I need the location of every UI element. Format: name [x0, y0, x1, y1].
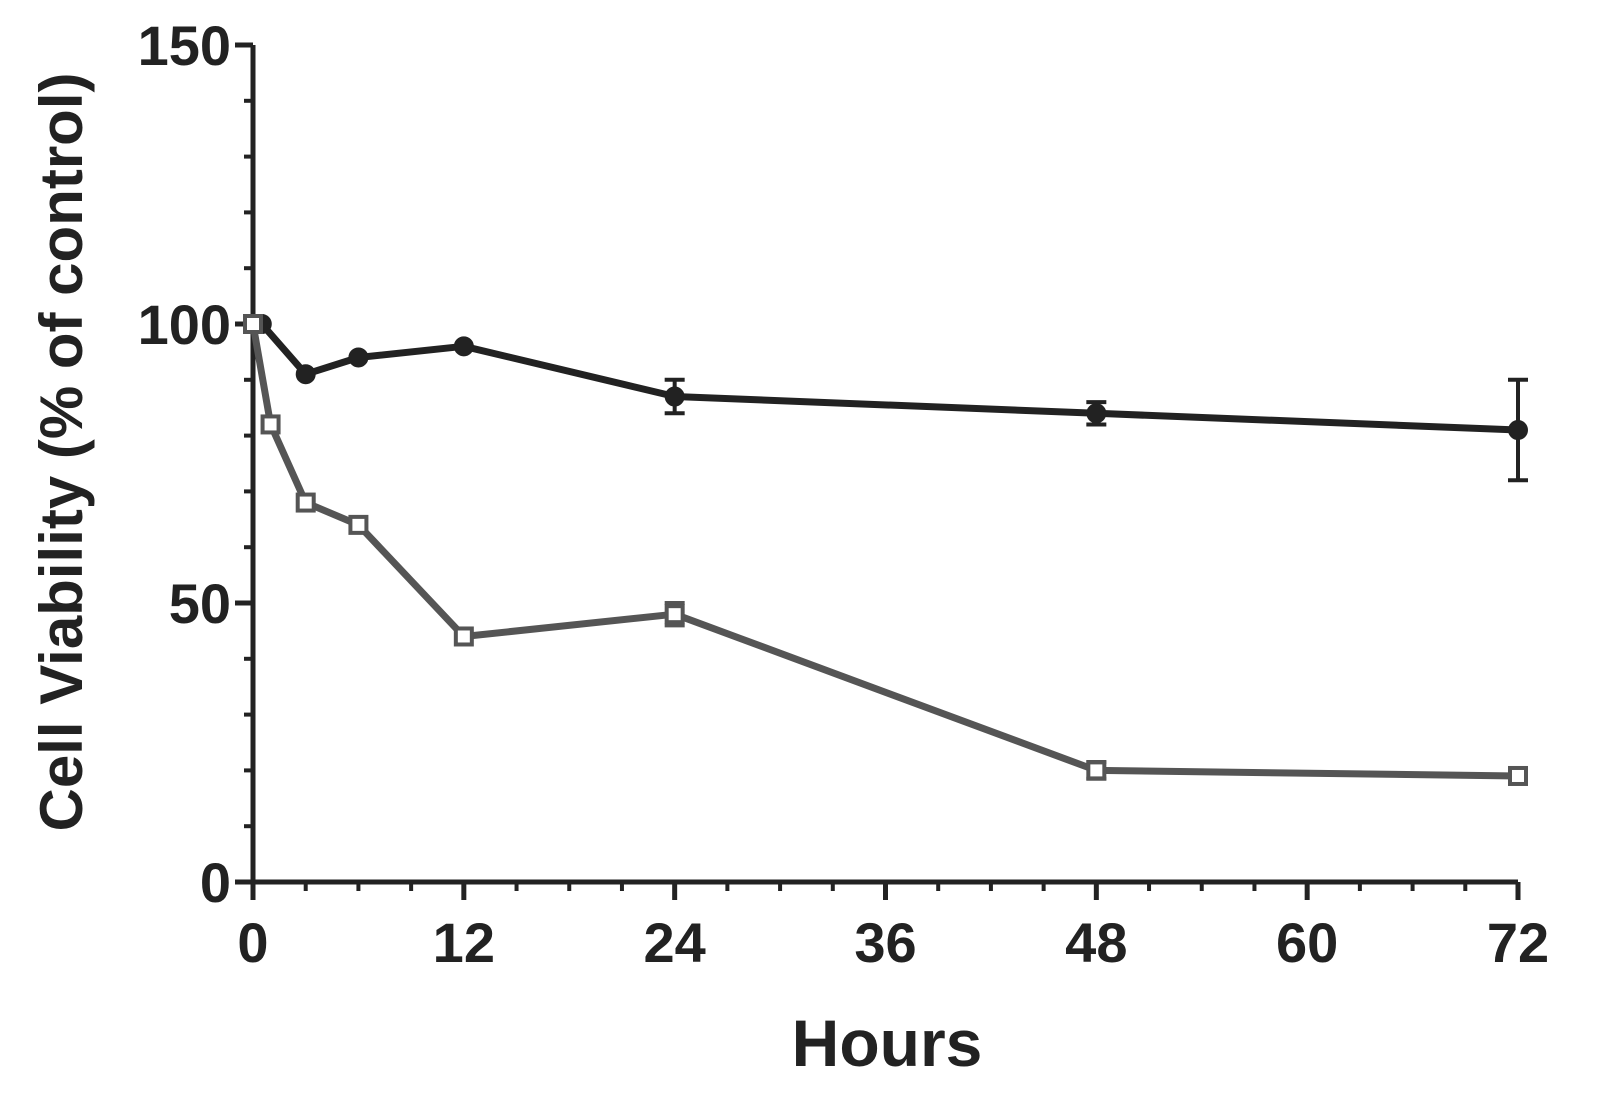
- y-tick-label: 50: [169, 572, 231, 635]
- data-point: [1086, 403, 1107, 424]
- x-tick-label: 12: [433, 911, 495, 974]
- data-point: [1508, 420, 1528, 441]
- x-tick-label: 0: [237, 911, 268, 974]
- data-point: [295, 492, 316, 513]
- series-2: [243, 314, 1528, 786]
- data-point: [664, 386, 685, 407]
- x-tick-label: 60: [1276, 911, 1338, 974]
- data-point: [348, 514, 369, 535]
- series-1: [243, 314, 1528, 483]
- data-point: [453, 336, 474, 357]
- axis-labels: Hours Cell Viability (% of control): [28, 73, 982, 1080]
- data-point: [664, 604, 685, 625]
- series-group: [243, 314, 1528, 786]
- data-point: [453, 626, 474, 647]
- x-tick-label: 72: [1487, 911, 1549, 974]
- y-tick-label: 150: [138, 14, 231, 77]
- x-axis-label: Hours: [792, 1006, 983, 1080]
- data-point: [1508, 765, 1528, 786]
- data-point: [348, 347, 369, 368]
- y-tick-label: 100: [138, 293, 231, 356]
- data-point: [295, 364, 316, 385]
- data-point: [1086, 760, 1107, 781]
- series-line: [253, 320, 1519, 434]
- x-tick-label: 48: [1065, 911, 1127, 974]
- x-tick-label: 24: [644, 911, 706, 974]
- axes: 0 12 24 36 48 60 72 0 50 100 150: [138, 14, 1550, 974]
- y-axis-label: Cell Viability (% of control): [28, 73, 95, 832]
- data-point: [260, 414, 281, 435]
- x-tick-label: 36: [854, 911, 916, 974]
- y-tick-label: 0: [200, 851, 231, 914]
- data-point: [243, 314, 263, 334]
- series-line: [249, 323, 1519, 780]
